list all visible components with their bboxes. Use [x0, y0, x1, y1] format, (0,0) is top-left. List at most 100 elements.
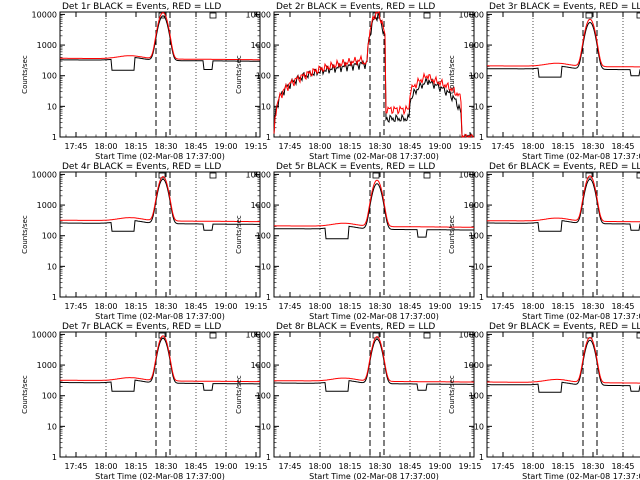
x-tick-label: 18:00: [521, 302, 544, 311]
flag-box: [423, 172, 431, 179]
x-tick-label: 18:15: [551, 462, 574, 471]
y-axis-label: Counts/sec: [448, 375, 456, 414]
x-tick-label: 19:15: [244, 462, 267, 471]
x-tick-label: 18:00: [521, 142, 544, 151]
y-tick-label: 10: [47, 262, 57, 271]
x-tick-label: 18:00: [94, 462, 117, 471]
lld-series-line: [274, 336, 474, 383]
y-tick-label: 1000: [251, 41, 271, 50]
x-tick-label: 18:15: [551, 302, 574, 311]
y-tick-label: 10: [261, 262, 271, 271]
flag-box: [372, 332, 380, 339]
x-tick-label: 18:00: [94, 142, 117, 151]
x-tick-label: 17:45: [491, 462, 514, 471]
lld-series-line: [274, 179, 474, 228]
x-tick-label: 18:45: [398, 302, 421, 311]
x-tick-label: 18:30: [154, 462, 177, 471]
lld-series-line: [60, 176, 260, 223]
events-series-line: [60, 337, 260, 392]
detector-panel-6: Det 6r BLACK = Events, RED = LLD 1 10 100 10…: [448, 162, 640, 321]
x-tick-label: 19:15: [458, 462, 481, 471]
y-tick-label: 100: [42, 232, 57, 241]
lld-series-line: [487, 18, 640, 68]
events-series-line: [274, 183, 475, 240]
x-tick-label: 18:00: [308, 142, 331, 151]
panel-title: Det 2r BLACK = Events, RED = LLD: [276, 2, 435, 12]
flag-box: [636, 172, 640, 179]
flag-box: [585, 12, 593, 19]
y-tick-label: 1000: [37, 201, 57, 210]
y-tick-label: 100: [469, 392, 484, 401]
x-tick-label: 18:00: [94, 302, 117, 311]
y-axis-label: Counts/sec: [235, 375, 243, 414]
x-tick-label: 18:30: [581, 302, 604, 311]
x-tick-label: 18:00: [308, 302, 331, 311]
x-tick-label: 17:45: [278, 462, 301, 471]
x-axis-label: Start Time (02-Mar-08 17:37:00): [309, 312, 439, 321]
x-axis-label: Start Time (02-Mar-08 17:37:00): [309, 152, 439, 161]
flag-box: [158, 172, 166, 179]
x-tick-label: 18:45: [611, 302, 634, 311]
y-tick-label: 10000: [459, 330, 484, 339]
x-tick-label: 19:00: [428, 142, 451, 151]
plot-frame: [59, 11, 261, 138]
events-series-line: [487, 339, 640, 393]
x-axis-label: Start Time (02-Mar-08 17:37:00): [95, 312, 225, 321]
panel-title: Det 7r BLACK = Events, RED = LLD: [62, 322, 221, 332]
y-tick-label: 1000: [464, 361, 484, 370]
plot-frame: [273, 171, 475, 298]
y-tick-label: 10: [474, 422, 484, 431]
flag-box: [423, 332, 431, 339]
x-tick-label: 18:15: [338, 302, 361, 311]
x-axis-label: Start Time (02-Mar-08 17:37:00): [95, 472, 225, 480]
x-tick-label: 18:15: [124, 302, 147, 311]
y-tick-label: 10000: [246, 10, 271, 19]
y-tick-label: 100: [469, 232, 484, 241]
detector-panel-7: Det 7r BLACK = Events, RED = LLD 1 10 100 10…: [21, 322, 268, 480]
lld-series-line: [60, 12, 260, 61]
y-tick-label: 100: [256, 392, 271, 401]
x-tick-label: 18:30: [368, 302, 391, 311]
x-axis-label: Start Time (02-Mar-08 17:37:00): [95, 152, 225, 161]
x-tick-label: 18:45: [184, 142, 207, 151]
x-tick-label: 18:00: [521, 462, 544, 471]
x-tick-label: 18:15: [338, 142, 361, 151]
x-tick-label: 18:45: [611, 462, 634, 471]
x-tick-label: 18:45: [398, 142, 421, 151]
y-tick-label: 1: [52, 133, 57, 142]
plot-frame: [486, 171, 640, 298]
x-tick-label: 18:30: [368, 462, 391, 471]
flag-box: [585, 332, 593, 339]
flag-box: [636, 12, 640, 19]
panel-title: Det 1r BLACK = Events, RED = LLD: [62, 2, 221, 12]
y-tick-label: 100: [42, 72, 57, 81]
y-axis-label: Counts/sec: [21, 215, 29, 254]
x-tick-label: 18:30: [581, 142, 604, 151]
x-tick-label: 18:15: [124, 142, 147, 151]
x-axis-label: Start Time (02-Mar-08 17:37:00): [522, 312, 640, 321]
y-tick-label: 1000: [251, 361, 271, 370]
x-tick-label: 17:45: [278, 302, 301, 311]
lld-series-line: [487, 175, 640, 223]
events-series-line: [487, 178, 640, 232]
flag-box: [209, 332, 217, 339]
y-tick-label: 100: [469, 72, 484, 81]
flag-box: [636, 332, 640, 339]
x-tick-label: 17:45: [64, 302, 87, 311]
y-tick-label: 10: [261, 102, 271, 111]
lld-series-line: [60, 335, 260, 383]
plot-frame: [273, 11, 475, 138]
events-series-line: [274, 338, 474, 392]
x-tick-label: 17:45: [491, 302, 514, 311]
plot-frame: [486, 11, 640, 138]
y-tick-label: 10000: [459, 10, 484, 19]
x-tick-label: 19:15: [244, 142, 267, 151]
x-axis-label: Start Time (02-Mar-08 17:37:00): [309, 472, 439, 480]
events-series-line: [487, 21, 640, 78]
x-tick-label: 19:15: [458, 302, 481, 311]
x-tick-label: 18:30: [368, 142, 391, 151]
detector-panel-4: Det 4r BLACK = Events, RED = LLD 1 10 100 10…: [21, 162, 268, 321]
y-tick-label: 10000: [459, 170, 484, 179]
detector-panel-9: Det 9r BLACK = Events, RED = LLD 1 10 100 10…: [448, 322, 640, 480]
